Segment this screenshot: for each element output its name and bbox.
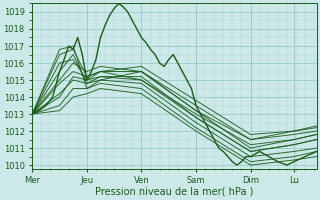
X-axis label: Pression niveau de la mer( hPa ): Pression niveau de la mer( hPa ) — [95, 187, 253, 197]
